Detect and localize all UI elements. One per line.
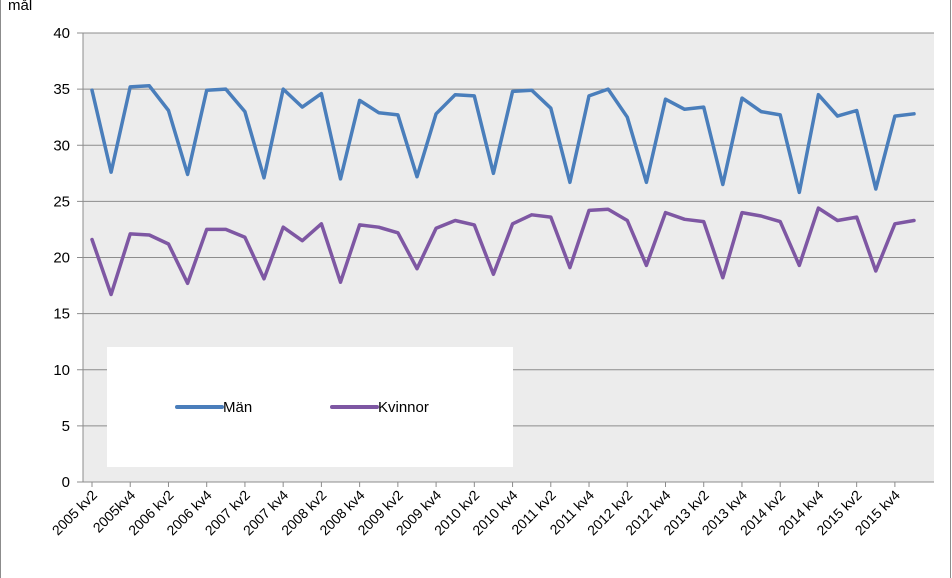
series-line-man <box>90 84 916 195</box>
y-axis-label: mål <box>8 0 32 14</box>
legend: Män Kvinnor <box>107 347 513 467</box>
legend-label-kvinnor: Kvinnor <box>378 399 429 416</box>
series-line-kvinnor <box>90 206 916 297</box>
y-tick-label: 0 <box>62 474 70 491</box>
y-tick-label: 15 <box>53 306 70 323</box>
legend-box <box>107 347 513 467</box>
legend-label-man: Män <box>223 399 252 416</box>
y-axis: 0 5 10 15 20 25 30 35 40 <box>53 25 934 491</box>
y-tick-label: 10 <box>53 362 70 379</box>
y-tick-label: 30 <box>53 137 70 154</box>
y-tick-label: 40 <box>53 25 70 42</box>
series-lines <box>90 84 916 297</box>
y-tick-label: 5 <box>62 418 70 435</box>
y-tick-label: 20 <box>53 250 70 267</box>
y-tick-label: 35 <box>53 81 70 98</box>
y-tick-label: 25 <box>53 193 70 210</box>
